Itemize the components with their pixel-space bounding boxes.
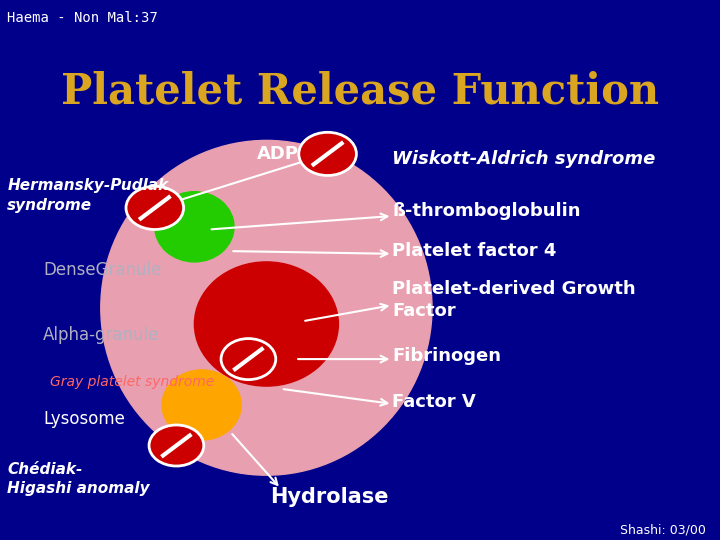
Ellipse shape: [101, 140, 432, 475]
Ellipse shape: [194, 262, 338, 386]
Text: Hydrolase: Hydrolase: [270, 487, 389, 507]
Ellipse shape: [155, 192, 234, 262]
Text: Platelet-derived Growth
Factor: Platelet-derived Growth Factor: [392, 280, 636, 320]
Ellipse shape: [162, 370, 241, 440]
Text: Haema - Non Mal:37: Haema - Non Mal:37: [7, 11, 158, 25]
Text: Alpha-granule: Alpha-granule: [43, 326, 160, 344]
Text: Chédiak-
Higashi anomaly: Chédiak- Higashi anomaly: [7, 462, 150, 496]
Text: Platelet factor 4: Platelet factor 4: [392, 242, 557, 260]
Circle shape: [299, 132, 356, 176]
Text: Platelet Release Function: Platelet Release Function: [61, 70, 659, 112]
Text: Wiskott-Aldrich syndrome: Wiskott-Aldrich syndrome: [392, 150, 656, 168]
Text: ADP: ADP: [257, 145, 299, 163]
Text: Factor V: Factor V: [392, 393, 476, 411]
Text: Gray platelet syndrome: Gray platelet syndrome: [50, 375, 215, 389]
Text: Shashi: 03/00: Shashi: 03/00: [620, 524, 706, 537]
Text: ß-thromboglobulin: ß-thromboglobulin: [392, 201, 581, 220]
Circle shape: [221, 339, 276, 380]
Circle shape: [126, 186, 184, 230]
Text: Fibrinogen: Fibrinogen: [392, 347, 501, 366]
Text: DenseGranule: DenseGranule: [43, 261, 161, 279]
Text: Hermansky-Pudlak
syndrome: Hermansky-Pudlak syndrome: [7, 178, 168, 213]
Text: Lysosome: Lysosome: [43, 409, 125, 428]
Circle shape: [149, 425, 204, 466]
